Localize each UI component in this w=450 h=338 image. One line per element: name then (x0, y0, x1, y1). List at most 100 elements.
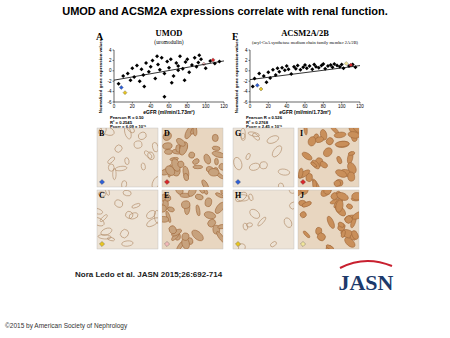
cell (298, 168, 304, 178)
chart-title: ACSM2A/2B (281, 28, 329, 38)
cell (164, 164, 177, 177)
y-tick-label: -2 (243, 79, 247, 84)
micrograph-bg (233, 190, 294, 249)
cell (322, 146, 334, 158)
cell (181, 232, 189, 241)
cell (319, 160, 329, 169)
point (119, 85, 123, 89)
point (340, 63, 344, 67)
cell (154, 210, 158, 224)
y-tick (113, 91, 115, 92)
point (310, 67, 314, 71)
cell (218, 162, 223, 171)
cell (334, 131, 347, 138)
cell (220, 190, 223, 194)
chart-title: UMOD (156, 28, 183, 38)
point (183, 78, 187, 82)
point (138, 79, 142, 83)
cell (215, 230, 223, 243)
micrograph-bg (233, 128, 294, 187)
cell (245, 153, 251, 160)
y-tick-label: 2 (109, 58, 112, 63)
point (285, 64, 289, 68)
cell (336, 156, 343, 165)
cell (190, 228, 205, 243)
point (174, 61, 178, 65)
cell (217, 224, 223, 229)
cell (204, 197, 212, 207)
cell (347, 172, 355, 182)
point (257, 71, 261, 75)
cell (213, 201, 223, 215)
point (204, 66, 208, 70)
y-tick-label: 0 (109, 68, 112, 73)
cell (302, 230, 310, 239)
cell (164, 149, 172, 155)
cell (162, 216, 169, 222)
point (277, 70, 281, 74)
cell (301, 200, 312, 208)
point (321, 62, 325, 66)
cell (193, 128, 197, 136)
point (283, 68, 287, 72)
point (172, 74, 176, 78)
y-tick (249, 102, 251, 103)
point (162, 71, 166, 75)
cell (121, 240, 133, 246)
cell (107, 156, 116, 165)
micrograph-marker (99, 179, 104, 184)
cell (214, 158, 218, 165)
point (135, 64, 139, 68)
cell (123, 190, 132, 197)
micrograph: G (232, 128, 294, 190)
cell (208, 168, 219, 176)
cell (246, 222, 253, 227)
micrograph-label: J (300, 191, 304, 200)
cell (352, 192, 359, 200)
point (303, 63, 307, 67)
point (170, 81, 174, 85)
plot-area (250, 62, 360, 91)
cell (177, 160, 185, 168)
cell (186, 190, 197, 198)
cell (248, 193, 254, 201)
cell (304, 128, 308, 135)
x-axis-label: eGFR (ml/min/1.73m²) (143, 109, 195, 115)
point (140, 67, 144, 71)
cell (99, 214, 108, 223)
cell (343, 214, 353, 224)
cell (131, 203, 140, 209)
cell (334, 168, 347, 179)
cell (97, 207, 103, 215)
point (251, 84, 255, 88)
point (155, 54, 159, 58)
y-tick (249, 50, 251, 51)
cell (121, 180, 127, 187)
cell (190, 128, 198, 135)
y-tick-label: -2 (107, 79, 111, 84)
tissue (162, 190, 223, 249)
point (271, 68, 275, 72)
point (130, 66, 134, 70)
point (187, 70, 191, 74)
point (169, 57, 173, 61)
y-tick (113, 50, 115, 51)
y-axis (114, 50, 115, 102)
micrograph-bg (162, 190, 223, 249)
y-tick-label: 4 (245, 48, 248, 53)
cell (107, 237, 115, 242)
micrograph-bg (97, 190, 158, 249)
point (167, 66, 171, 70)
tissue (234, 190, 294, 249)
trend-line (114, 61, 224, 80)
y-tick-label: 4 (109, 48, 112, 53)
cell (195, 193, 204, 200)
cell (312, 180, 317, 187)
point (193, 56, 197, 60)
point (149, 65, 153, 69)
cell (188, 151, 196, 159)
y-tick (113, 60, 115, 61)
cell (104, 190, 110, 196)
tissue (233, 128, 290, 187)
micrograph-bg (162, 128, 223, 187)
